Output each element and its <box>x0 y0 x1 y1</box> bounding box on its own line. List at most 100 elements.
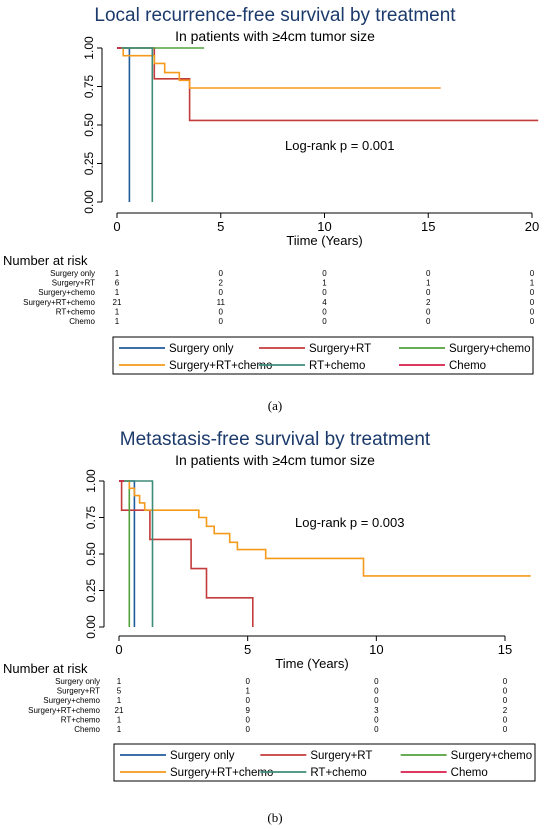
risk-count: 1 <box>115 307 120 316</box>
risk-count: 0 <box>322 307 327 316</box>
x-tick-label: 15 <box>498 642 512 657</box>
risk-count: 1 <box>322 279 327 288</box>
chart-panel-b: Metastasis-free survival by treatment In … <box>0 425 550 830</box>
legend-label: RT+chemo <box>310 767 366 779</box>
chart-title: Local recurrence-free survival by treatm… <box>94 5 456 26</box>
risk-row-label: Surgery+RT <box>57 687 100 696</box>
logrank-annotation: Log-rank p = 0.001 <box>285 138 395 153</box>
figure-caption-a: (a) <box>267 398 283 413</box>
risk-count: 0 <box>374 715 379 724</box>
risk-count: 0 <box>426 269 431 278</box>
series-line-surgery-only <box>117 47 131 202</box>
risk-count: 0 <box>322 269 327 278</box>
km-chart-metastasis: Metastasis-free survival by treatment In … <box>3 429 536 782</box>
chart-title: Metastasis-free survival by treatment <box>120 429 431 450</box>
risk-count: 0 <box>219 317 224 326</box>
legend-label: Surgery+chemo <box>451 750 532 762</box>
series-line-surgery-rt <box>119 480 254 627</box>
x-tick-label: 10 <box>369 642 383 657</box>
legend-box <box>113 743 536 782</box>
legend-label: Surgery+RT <box>309 343 371 355</box>
risk-count: 2 <box>503 706 508 715</box>
risk-count: 21 <box>115 706 124 715</box>
y-tick-label: 0.00 <box>82 190 96 214</box>
y-tick-label: 1.00 <box>84 469 98 493</box>
risk-count: 0 <box>374 696 379 705</box>
risk-count: 1 <box>426 279 431 288</box>
chart-panel-a: Local recurrence-free survival by treatm… <box>3 5 539 375</box>
risk-count: 0 <box>503 677 508 686</box>
x-tick-label: 5 <box>244 642 251 657</box>
risk-count: 6 <box>115 279 120 288</box>
risk-count: 1 <box>115 288 120 297</box>
risk-count: 1 <box>115 269 120 278</box>
risk-row-label: Surgery+RT+chemo <box>23 298 95 307</box>
risk-count: 3 <box>374 706 379 715</box>
risk-count: 5 <box>117 687 122 696</box>
legend-label: Surgery only <box>170 750 235 762</box>
risk-count: 4 <box>322 298 327 307</box>
risk-count: 1 <box>117 725 122 734</box>
risk-count: 0 <box>503 687 508 696</box>
risk-row-label: Surgery only <box>50 269 95 278</box>
risk-count: 0 <box>426 288 431 297</box>
risk-count: 0 <box>245 715 250 724</box>
x-axis-label: Tiime (Years) <box>286 233 362 248</box>
risk-count: 2 <box>219 279 224 288</box>
series-line-surgery-rt-chemo <box>117 47 441 89</box>
x-tick-label: 10 <box>317 219 331 234</box>
risk-row-label: RT+chemo <box>61 715 101 724</box>
risk-table-header: Number at risk <box>3 253 88 268</box>
x-tick-label: 0 <box>115 642 122 657</box>
legend-label: Surgery+RT+chemo <box>169 360 272 372</box>
x-tick-label: 15 <box>421 219 435 234</box>
legend-label: Surgery only <box>169 343 234 355</box>
risk-row-label: Chemo <box>74 725 100 734</box>
risk-count: 0 <box>322 317 327 326</box>
risk-count: 0 <box>503 725 508 734</box>
risk-row-label: Surgery+RT <box>52 279 95 288</box>
risk-count: 0 <box>245 725 250 734</box>
risk-count: 1 <box>115 317 120 326</box>
series-line-surgery-chemo <box>119 480 131 627</box>
legend-label: RT+chemo <box>309 360 365 372</box>
series-line-surgery-rt <box>117 47 539 122</box>
risk-count: 1 <box>245 687 250 696</box>
y-tick-label: 0.25 <box>82 151 96 175</box>
risk-count: 11 <box>217 298 226 307</box>
legend-label: Surgery+RT+chemo <box>170 767 273 779</box>
legend-box <box>112 336 534 375</box>
legend-label: Surgery+RT <box>310 750 372 762</box>
km-chart-local-recurrence: Local recurrence-free survival by treatm… <box>3 5 539 375</box>
y-tick-label: 1.00 <box>82 36 96 60</box>
x-tick-label: 5 <box>217 219 224 234</box>
legend-label: Chemo <box>449 360 486 372</box>
risk-count: 0 <box>245 677 250 686</box>
risk-count: 0 <box>374 677 379 686</box>
figure-caption-b: (b) <box>267 810 283 825</box>
risk-count: 9 <box>245 706 250 715</box>
risk-count: 1 <box>117 696 122 705</box>
risk-count: 21 <box>113 298 122 307</box>
risk-count: 0 <box>219 288 224 297</box>
risk-count: 0 <box>530 288 535 297</box>
series-line-rt-chemo <box>119 480 154 627</box>
risk-count: 0 <box>426 307 431 316</box>
y-tick-label: 0.25 <box>84 578 98 602</box>
risk-count: 0 <box>374 687 379 696</box>
y-tick-label: 0.75 <box>84 505 98 529</box>
risk-row-label: Surgery only <box>55 677 100 686</box>
risk-count: 0 <box>530 298 535 307</box>
risk-count: 0 <box>503 696 508 705</box>
risk-count: 0 <box>530 317 535 326</box>
legend-label: Chemo <box>451 767 488 779</box>
chart-subtitle: In patients with ≥4cm tumor size <box>175 28 375 44</box>
y-tick-label: 0.50 <box>82 113 96 137</box>
series-line-rt-chemo <box>117 47 154 202</box>
legend-label: Surgery+chemo <box>449 343 531 355</box>
risk-count: 0 <box>374 725 379 734</box>
risk-count: 2 <box>426 298 431 307</box>
chart-subtitle: In patients with ≥4cm tumor size <box>175 452 375 468</box>
y-tick-label: 0.50 <box>84 542 98 566</box>
risk-count: 0 <box>245 696 250 705</box>
